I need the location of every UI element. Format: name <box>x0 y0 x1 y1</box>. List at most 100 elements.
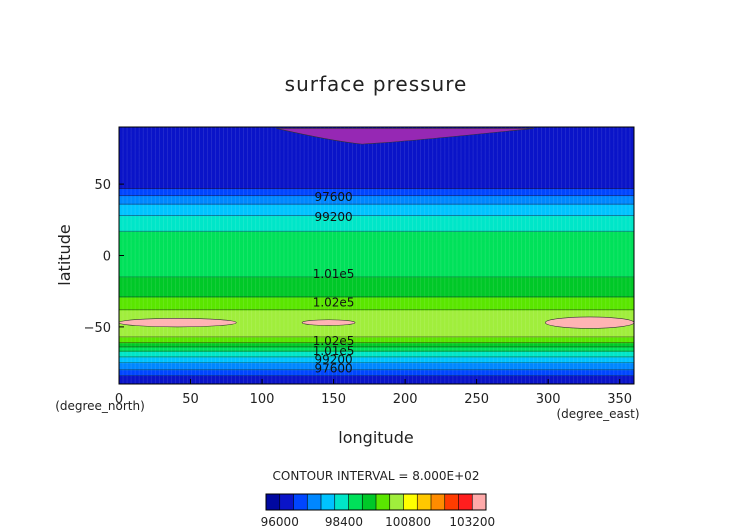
pressure-band <box>119 299 634 302</box>
pressure-band <box>119 368 634 371</box>
high-pressure-cell <box>545 316 634 329</box>
pressure-band <box>119 212 634 215</box>
pressure-band <box>119 145 634 148</box>
x-tick-label: 350 <box>607 392 632 407</box>
pressure-band <box>119 181 634 184</box>
y-axis-label: latitude <box>55 224 74 285</box>
pressure-band <box>119 325 634 328</box>
pressure-band <box>119 206 634 209</box>
pressure-band <box>119 375 634 378</box>
pressure-band <box>119 175 634 178</box>
pressure-band <box>119 254 634 257</box>
pressure-band <box>119 362 634 365</box>
pressure-band <box>119 328 634 331</box>
pressure-band <box>119 165 634 168</box>
colorbar-tick-labels: 96000 98400 100800 103200 <box>261 515 496 529</box>
pressure-band <box>119 369 634 372</box>
colorbar-tick-label: 96000 <box>261 515 299 529</box>
pressure-band <box>119 164 634 167</box>
pressure-band <box>119 235 634 238</box>
pressure-band <box>119 374 634 377</box>
pressure-band <box>119 151 634 154</box>
pressure-band <box>119 295 634 298</box>
x-tick-label: 150 <box>321 392 346 407</box>
pressure-band <box>119 322 634 325</box>
pressure-band <box>119 301 634 304</box>
pressure-band <box>119 144 634 147</box>
pressure-band <box>119 265 634 268</box>
colorbar-swatch <box>376 494 391 510</box>
colorbar-swatch <box>472 494 487 510</box>
colorbar-tick-label: 103200 <box>449 515 495 529</box>
pressure-band <box>119 205 634 208</box>
pressure-band <box>119 376 634 379</box>
contour-label: 97600 <box>314 190 352 204</box>
pressure-band <box>119 319 634 322</box>
pressure-band <box>119 196 634 199</box>
pressure-band <box>119 231 634 234</box>
pressure-band <box>119 288 634 291</box>
pressure-band <box>119 199 634 202</box>
pressure-band <box>119 334 634 337</box>
gridlines <box>119 127 634 384</box>
pressure-band <box>119 242 634 245</box>
colorbar-swatch <box>431 494 446 510</box>
pressure-band <box>119 282 634 285</box>
pressure-band <box>119 304 634 307</box>
pressure-band <box>119 198 634 201</box>
x-tick-label: 250 <box>464 392 489 407</box>
pressure-band <box>119 229 634 232</box>
y-tick-label: −50 <box>84 321 111 336</box>
pressure-band <box>119 338 634 341</box>
pressure-band <box>119 182 634 185</box>
pressure-band <box>119 255 634 258</box>
contour-interval-text: CONTOUR INTERVAL = 8.000E+02 <box>273 469 480 483</box>
pressure-band <box>119 272 634 275</box>
pressure-band <box>119 279 634 282</box>
pressure-band <box>119 158 634 161</box>
plot-area <box>119 127 634 384</box>
pressure-band <box>119 208 634 211</box>
pressure-band <box>119 306 634 309</box>
pressure-band <box>119 194 634 197</box>
high-pressure-cells <box>119 316 634 329</box>
pressure-band <box>119 262 634 265</box>
pressure-band <box>119 339 634 342</box>
contour-label: 1.02e5 <box>313 334 355 348</box>
contour-label: 99200 <box>314 210 352 224</box>
pressure-band <box>119 379 634 382</box>
pressure-band <box>119 216 634 219</box>
pressure-band <box>119 326 634 329</box>
y-tick-label: 0 <box>103 250 111 265</box>
colorbar-swatch <box>293 494 308 510</box>
pressure-band <box>119 355 634 358</box>
colorbar-swatch <box>417 494 432 510</box>
colorbar-swatch <box>389 494 404 510</box>
pressure-band <box>119 268 634 271</box>
pressure-band <box>119 298 634 301</box>
pressure-band <box>119 266 634 269</box>
colorbar-swatch <box>334 494 349 510</box>
pressure-band <box>119 152 634 155</box>
pressure-band <box>119 166 634 170</box>
pressure-band <box>119 204 634 207</box>
pressure-band <box>119 186 634 189</box>
pressure-band <box>119 232 634 235</box>
pressure-band <box>119 236 634 239</box>
pressure-band <box>119 294 634 297</box>
y-unit-label: (degree_north) <box>55 399 145 413</box>
pressure-band <box>119 366 634 369</box>
pressure-band <box>119 226 634 229</box>
pressure-band <box>119 241 634 244</box>
pressure-band <box>119 345 634 348</box>
pressure-band <box>119 378 634 381</box>
pressure-band <box>119 324 634 327</box>
x-tick-label: 300 <box>536 392 561 407</box>
pressure-band <box>119 305 634 308</box>
pressure-band <box>119 215 634 218</box>
pressure-band <box>119 156 634 160</box>
pressure-band <box>119 162 634 165</box>
pressure-band <box>119 192 634 195</box>
pressure-band <box>119 246 634 249</box>
